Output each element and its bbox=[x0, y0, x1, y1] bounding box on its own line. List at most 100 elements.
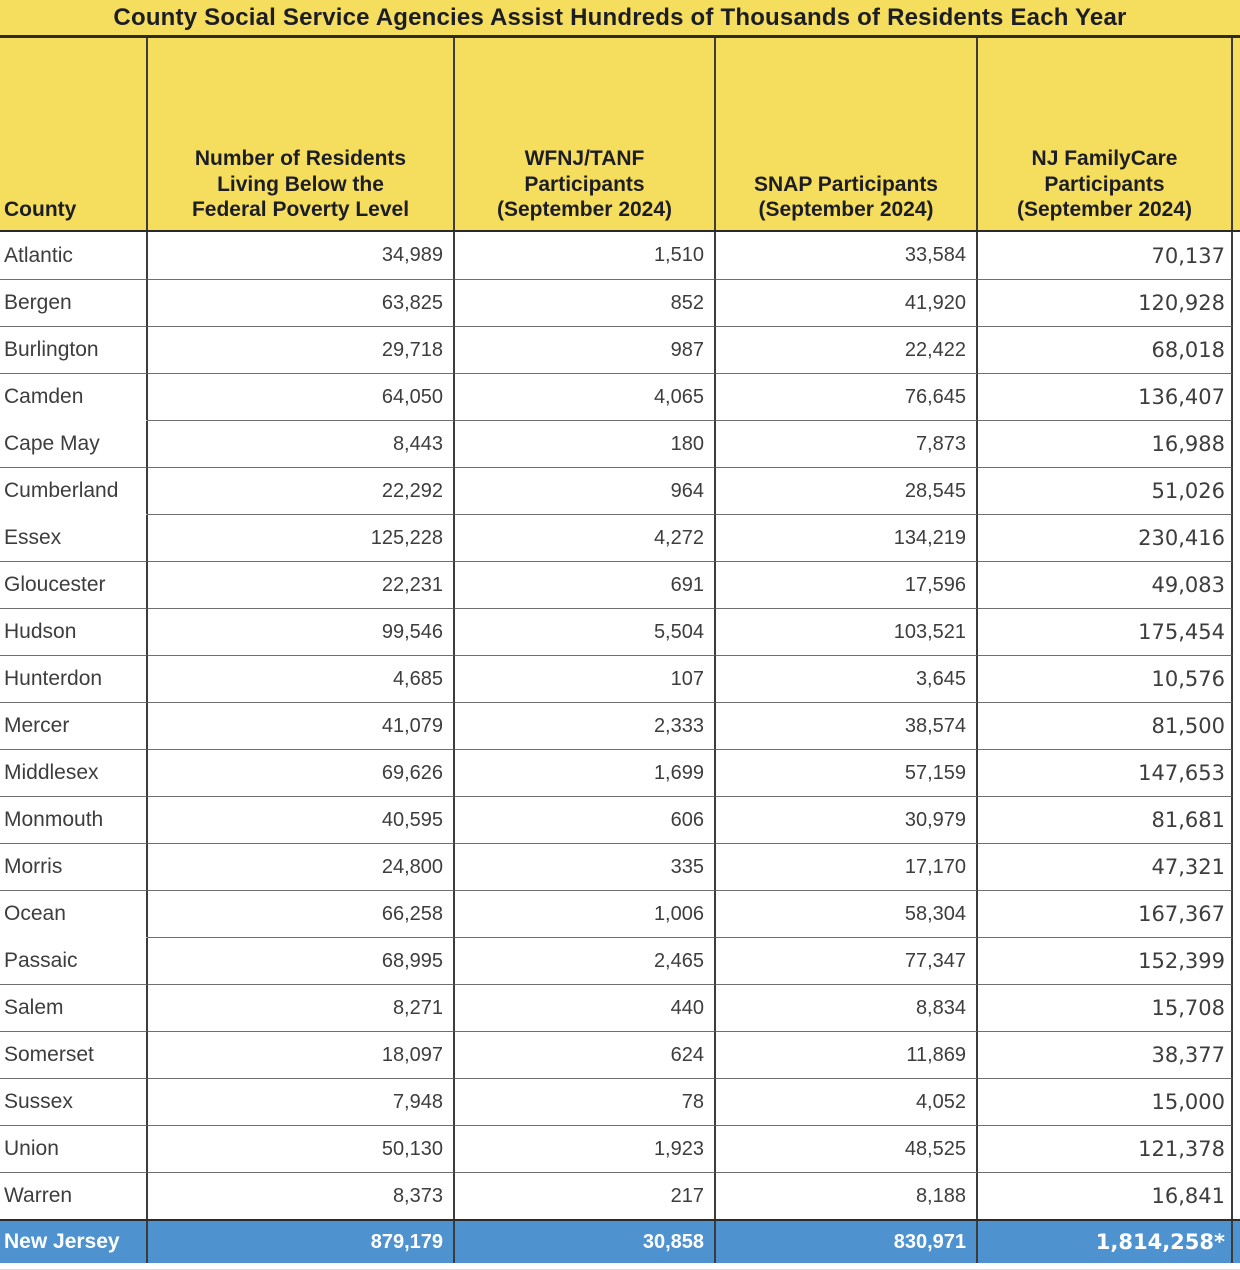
poverty-cell: 64,050 bbox=[148, 373, 455, 420]
familycare-cell: 49,083 bbox=[978, 561, 1233, 608]
right-crop-filler bbox=[1233, 514, 1240, 561]
county-cell: Cape May bbox=[0, 420, 148, 467]
table-row: Passaic 68,995 2,465 77,347 152,399 bbox=[0, 937, 1240, 984]
county-cell: Camden bbox=[0, 373, 148, 420]
table-row: Essex 125,228 4,272 134,219 230,416 bbox=[0, 514, 1240, 561]
familycare-cell: 136,407 bbox=[978, 373, 1233, 420]
right-crop-filler bbox=[1233, 843, 1240, 890]
familycare-cell: 16,841 bbox=[978, 1172, 1233, 1219]
table-row: Camden 64,050 4,065 76,645 136,407 bbox=[0, 373, 1240, 420]
familycare-cell: 121,378 bbox=[978, 1125, 1233, 1172]
right-crop-filler bbox=[1233, 1031, 1240, 1078]
right-crop-filler bbox=[1233, 561, 1240, 608]
snap-cell: 7,873 bbox=[716, 420, 978, 467]
table-row: Cumberland 22,292 964 28,545 51,026 bbox=[0, 467, 1240, 514]
right-crop-filler bbox=[1233, 279, 1240, 326]
snap-cell: 76,645 bbox=[716, 373, 978, 420]
tanf-cell: 2,465 bbox=[455, 937, 716, 984]
table-row: Atlantic 34,989 1,510 33,584 70,137 bbox=[0, 232, 1240, 279]
familycare-cell: 38,377 bbox=[978, 1031, 1233, 1078]
table-row: Somerset 18,097 624 11,869 38,377 bbox=[0, 1031, 1240, 1078]
county-cell: Passaic bbox=[0, 937, 148, 984]
right-crop-filler bbox=[1233, 467, 1240, 514]
tanf-cell: 1,006 bbox=[455, 890, 716, 937]
table-row: Burlington 29,718 987 22,422 68,018 bbox=[0, 326, 1240, 373]
county-cell: Ocean bbox=[0, 890, 148, 937]
county-cell: Mercer bbox=[0, 702, 148, 749]
right-crop-filler bbox=[1233, 749, 1240, 796]
table-row: Union 50,130 1,923 48,525 121,378 bbox=[0, 1125, 1240, 1172]
snap-cell: 134,219 bbox=[716, 514, 978, 561]
poverty-cell: 69,626 bbox=[148, 749, 455, 796]
column-header-snap: SNAP Participants (September 2024) bbox=[716, 38, 978, 230]
total-snap-cell: 830,971 bbox=[716, 1221, 978, 1263]
familycare-cell: 47,321 bbox=[978, 843, 1233, 890]
familycare-cell: 230,416 bbox=[978, 514, 1233, 561]
familycare-cell: 167,367 bbox=[978, 890, 1233, 937]
county-cell: Middlesex bbox=[0, 749, 148, 796]
county-cell: Morris bbox=[0, 843, 148, 890]
right-crop-filler bbox=[1233, 373, 1240, 420]
snap-cell: 77,347 bbox=[716, 937, 978, 984]
right-crop-filler bbox=[1233, 796, 1240, 843]
snap-cell: 4,052 bbox=[716, 1078, 978, 1125]
county-cell: Hunterdon bbox=[0, 655, 148, 702]
table-row: Bergen 63,825 852 41,920 120,928 bbox=[0, 279, 1240, 326]
snap-cell: 48,525 bbox=[716, 1125, 978, 1172]
poverty-cell: 99,546 bbox=[148, 608, 455, 655]
table-header-row: County Number of Residents Living Below … bbox=[0, 38, 1240, 232]
total-familycare-cell: 1,814,258* bbox=[978, 1221, 1233, 1263]
right-crop-filler bbox=[1233, 608, 1240, 655]
table-row: Mercer 41,079 2,333 38,574 81,500 bbox=[0, 702, 1240, 749]
tanf-cell: 606 bbox=[455, 796, 716, 843]
right-crop-filler bbox=[1233, 38, 1240, 230]
tanf-cell: 217 bbox=[455, 1172, 716, 1219]
snap-cell: 8,188 bbox=[716, 1172, 978, 1219]
county-cell: Atlantic bbox=[0, 232, 148, 279]
column-header-county: County bbox=[0, 38, 148, 230]
right-crop-filler bbox=[1233, 1125, 1240, 1172]
table-title: County Social Service Agencies Assist Hu… bbox=[113, 3, 1127, 31]
poverty-cell: 63,825 bbox=[148, 279, 455, 326]
right-crop-filler bbox=[1233, 232, 1240, 279]
table-row: Monmouth 40,595 606 30,979 81,681 bbox=[0, 796, 1240, 843]
right-crop-filler bbox=[1233, 420, 1240, 467]
county-cell: Essex bbox=[0, 514, 148, 561]
total-row: New Jersey 879,179 30,858 830,971 1,814,… bbox=[0, 1219, 1240, 1263]
tanf-cell: 5,504 bbox=[455, 608, 716, 655]
snap-cell: 103,521 bbox=[716, 608, 978, 655]
column-header-tanf: WFNJ/TANF Participants (September 2024) bbox=[455, 38, 716, 230]
familycare-cell: 70,137 bbox=[978, 232, 1233, 279]
right-crop-filler bbox=[1233, 1172, 1240, 1219]
poverty-cell: 4,685 bbox=[148, 655, 455, 702]
tanf-cell: 335 bbox=[455, 843, 716, 890]
snap-cell: 11,869 bbox=[716, 1031, 978, 1078]
right-crop-filler bbox=[1233, 937, 1240, 984]
familycare-cell: 147,653 bbox=[978, 749, 1233, 796]
column-header-familycare: NJ FamilyCare Participants (September 20… bbox=[978, 38, 1233, 230]
county-cell: Burlington bbox=[0, 326, 148, 373]
poverty-cell: 7,948 bbox=[148, 1078, 455, 1125]
poverty-cell: 50,130 bbox=[148, 1125, 455, 1172]
poverty-cell: 125,228 bbox=[148, 514, 455, 561]
snap-cell: 57,159 bbox=[716, 749, 978, 796]
familycare-cell: 81,500 bbox=[978, 702, 1233, 749]
poverty-cell: 8,373 bbox=[148, 1172, 455, 1219]
poverty-cell: 29,718 bbox=[148, 326, 455, 373]
right-crop-filler bbox=[1233, 1221, 1240, 1263]
bottom-crop-strip bbox=[0, 1263, 1240, 1270]
snap-cell: 30,979 bbox=[716, 796, 978, 843]
county-cell: Warren bbox=[0, 1172, 148, 1219]
tanf-cell: 180 bbox=[455, 420, 716, 467]
tanf-cell: 4,065 bbox=[455, 373, 716, 420]
snap-cell: 3,645 bbox=[716, 655, 978, 702]
table-row: Hudson 99,546 5,504 103,521 175,454 bbox=[0, 608, 1240, 655]
snap-cell: 28,545 bbox=[716, 467, 978, 514]
county-cell: Union bbox=[0, 1125, 148, 1172]
total-county-cell: New Jersey bbox=[0, 1221, 148, 1263]
snap-cell: 17,170 bbox=[716, 843, 978, 890]
poverty-cell: 8,443 bbox=[148, 420, 455, 467]
right-crop-filler bbox=[1233, 1078, 1240, 1125]
familycare-cell: 16,988 bbox=[978, 420, 1233, 467]
